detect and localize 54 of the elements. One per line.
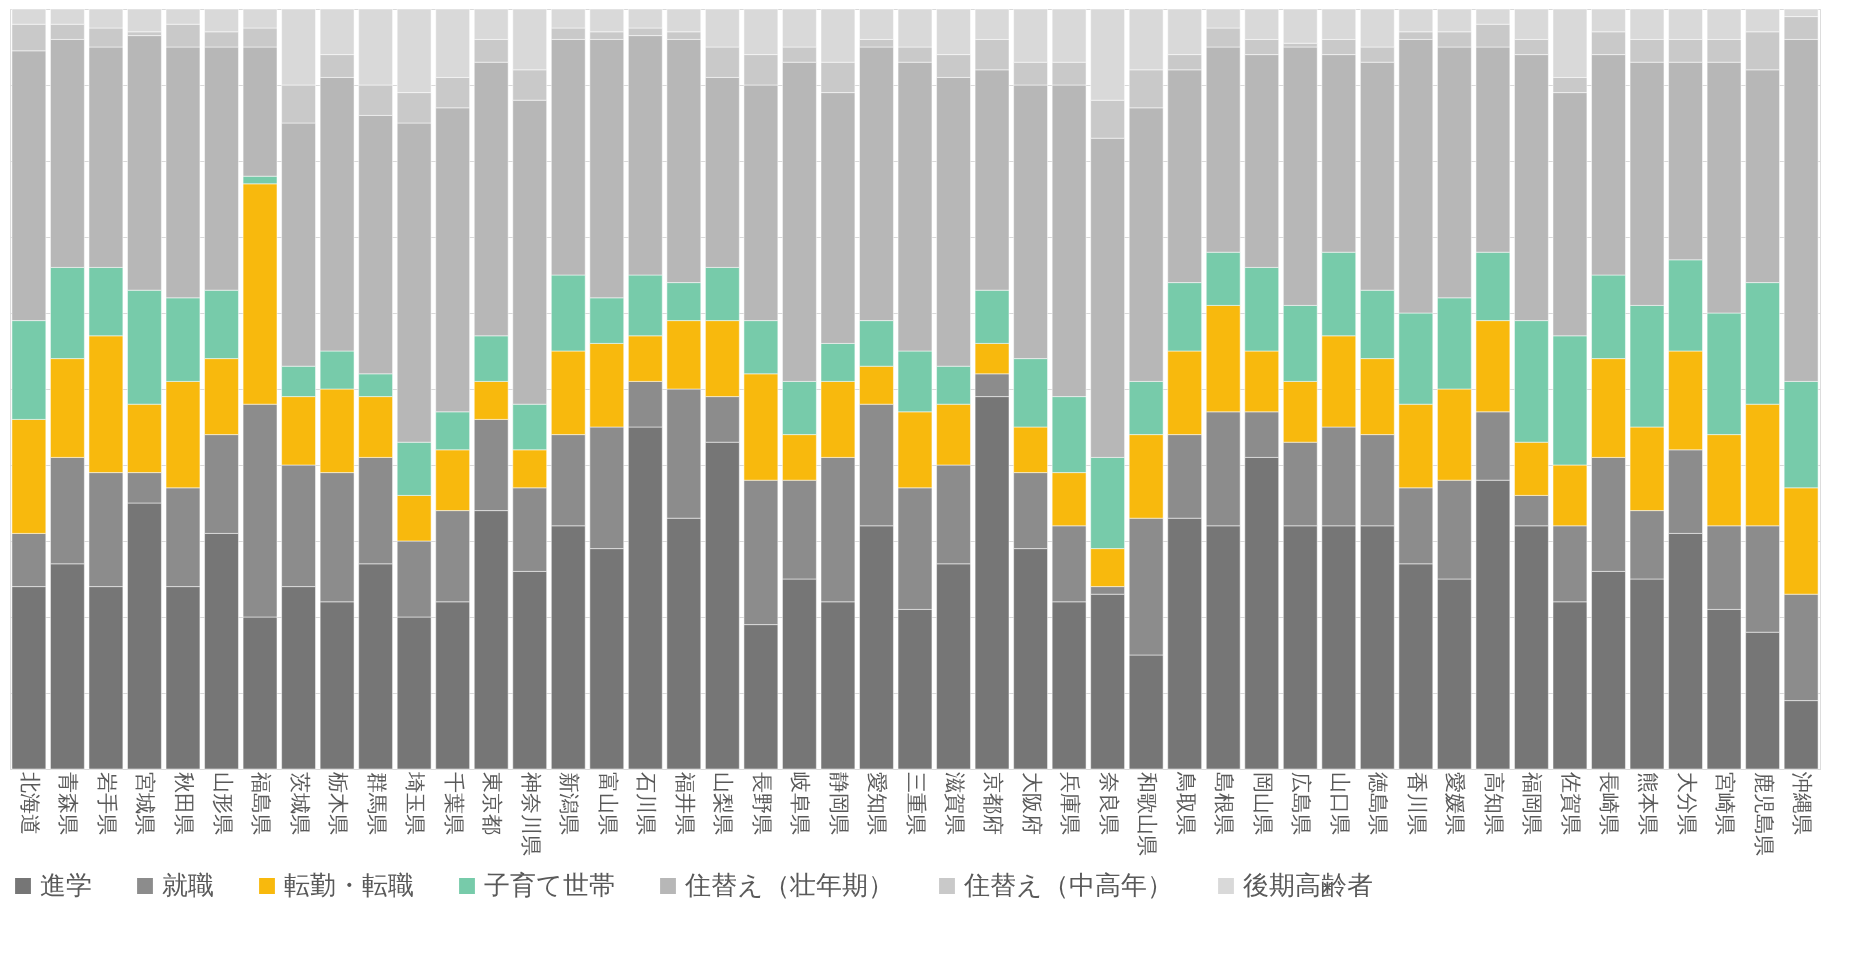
legend-label: 転勤・転職 bbox=[284, 870, 414, 900]
x-tick-label: 新潟県 bbox=[557, 771, 582, 835]
x-tick-label: 沖縄県 bbox=[1790, 771, 1815, 835]
x-tick-label: 青森県 bbox=[56, 771, 81, 835]
x-tick-label: 秋田県 bbox=[171, 771, 196, 835]
x-tick-label: 徳島県 bbox=[1366, 771, 1391, 835]
x-tick-label: 福岡県 bbox=[1520, 771, 1545, 835]
x-tick-label: 兵庫県 bbox=[1058, 771, 1083, 835]
x-tick-label: 福井県 bbox=[672, 771, 697, 835]
x-tick-label: 岡山県 bbox=[1250, 771, 1275, 835]
legend-label: 子育て世帯 bbox=[484, 870, 615, 900]
legend-label: 後期高齢者 bbox=[1243, 870, 1373, 900]
x-tick-label: 京都府 bbox=[981, 771, 1006, 835]
x-tick-label: 山梨県 bbox=[711, 771, 736, 835]
x-tick-label: 大分県 bbox=[1674, 771, 1699, 835]
x-tick-label: 広島県 bbox=[1289, 771, 1314, 835]
legend-label: 住替え（壮年期） bbox=[684, 870, 894, 900]
x-tick-label: 長野県 bbox=[749, 771, 774, 835]
legend-label: 住替え（中高年） bbox=[963, 870, 1173, 900]
x-tick-label: 佐賀県 bbox=[1558, 771, 1583, 835]
x-tick-label: 山形県 bbox=[210, 771, 235, 835]
x-tick-label: 山口県 bbox=[1327, 771, 1352, 835]
x-tick-label: 島根県 bbox=[1212, 771, 1237, 835]
x-tick-label: 岐阜県 bbox=[788, 771, 813, 835]
x-tick-label: 和歌山県 bbox=[1135, 771, 1160, 856]
x-tick-label: 富山県 bbox=[595, 771, 620, 835]
legend-label: 進学 bbox=[40, 870, 92, 900]
x-tick-label: 神奈川県 bbox=[518, 771, 543, 856]
x-tick-label: 滋賀県 bbox=[942, 771, 967, 835]
x-tick-label: 群馬県 bbox=[364, 771, 389, 835]
legend-label: 就職 bbox=[162, 870, 214, 900]
x-tick-label: 岩手県 bbox=[94, 771, 119, 835]
x-tick-label: 石川県 bbox=[634, 771, 659, 835]
x-tick-label: 愛知県 bbox=[865, 771, 890, 835]
x-tick-label: 宮崎県 bbox=[1713, 771, 1738, 835]
x-tick-label: 高知県 bbox=[1481, 771, 1506, 835]
x-tick-label: 香川県 bbox=[1404, 771, 1429, 835]
x-tick-label: 東京都 bbox=[480, 771, 505, 835]
x-tick-label: 千葉県 bbox=[441, 771, 466, 835]
x-tick-label: 長崎県 bbox=[1597, 771, 1622, 835]
x-tick-label: 宮城県 bbox=[133, 771, 158, 835]
x-tick-label: 鳥取県 bbox=[1173, 770, 1198, 835]
x-tick-label: 福島県 bbox=[249, 771, 274, 835]
x-tick-label: 鹿児島県 bbox=[1751, 771, 1776, 856]
x-tick-label: 大阪府 bbox=[1019, 771, 1044, 835]
x-tick-label: 静岡県 bbox=[826, 771, 851, 835]
x-tick-label: 栃木県 bbox=[326, 771, 351, 835]
x-tick-label: 茨城県 bbox=[287, 771, 312, 835]
x-tick-label: 北海道 bbox=[17, 771, 42, 835]
x-tick-label: 奈良県 bbox=[1096, 771, 1121, 835]
x-tick-label: 埼玉県 bbox=[403, 770, 428, 835]
x-tick-label: 三重県 bbox=[904, 771, 928, 835]
x-tick-label: 熊本県 bbox=[1636, 771, 1661, 835]
x-tick-label: 愛媛県 bbox=[1443, 771, 1468, 835]
